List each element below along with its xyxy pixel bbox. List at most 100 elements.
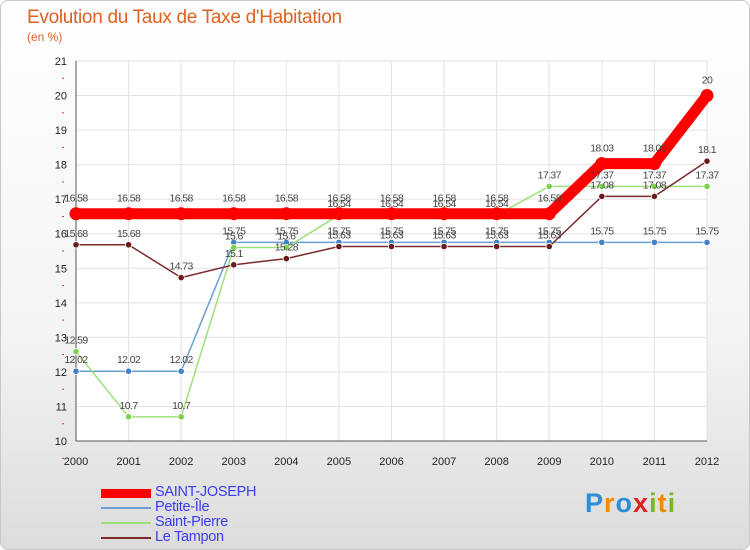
data-label-saint-pierre: 16.54: [380, 198, 404, 210]
data-label-saint-pierre: 15.6: [277, 231, 296, 243]
data-label-le-tampon: 15.63: [432, 230, 456, 242]
data-label-saint-pierre: 12.59: [64, 335, 88, 347]
logo-letter: i: [667, 488, 677, 518]
data-label-le-tampon: 17.08: [643, 179, 667, 191]
legend-swatch-le-tampon: [101, 537, 151, 539]
logo-letter: x: [633, 488, 650, 518]
data-point-le-tampon: [493, 242, 501, 251]
y-tick-label: 14: [55, 298, 67, 310]
y-tick-label: 15: [55, 263, 67, 275]
data-label-saint-joseph: 18.03: [643, 143, 667, 155]
legend-swatch-saint-pierre: [101, 522, 151, 524]
data-label-saint-joseph: 16.58: [327, 193, 351, 205]
data-point-petite-le: [124, 367, 133, 375]
data-label-saint-pierre: 10.7: [120, 400, 139, 412]
x-tick-label: 2003: [222, 456, 246, 468]
data-label-saint-pierre: 17.37: [590, 169, 614, 181]
data-point-le-tampon: [440, 242, 448, 251]
data-point-petite-le: [703, 238, 711, 246]
y-tick-label: 13: [55, 332, 67, 344]
data-point-saint-pierre: [650, 182, 659, 190]
x-tick-label: 2009: [537, 456, 561, 468]
data-point-saint-joseph: [122, 207, 136, 221]
data-point-saint-pierre: [72, 347, 80, 356]
data-label-petite-le: 15.75: [538, 225, 562, 237]
data-label-le-tampon: 15.63: [485, 230, 509, 242]
data-point-saint-joseph: [542, 207, 556, 221]
data-label-saint-joseph: 16.58: [380, 193, 404, 205]
data-point-saint-joseph: [595, 157, 609, 171]
data-label-petite-le: 15.75: [485, 225, 509, 237]
data-point-saint-pierre: [177, 413, 185, 421]
data-label-le-tampon: 15.63: [327, 230, 351, 242]
data-label-saint-pierre: 10.7: [172, 400, 191, 412]
data-label-saint-joseph: 16.58: [170, 193, 194, 205]
data-point-le-tampon: [545, 242, 553, 251]
data-point-saint-joseph: [490, 207, 504, 221]
y-tick-label: 20: [55, 91, 67, 103]
data-point-saint-pierre: [282, 243, 290, 252]
data-label-le-tampon: 18.1: [698, 144, 717, 156]
data-point-le-tampon: [124, 241, 133, 249]
y-tick-label: 19: [55, 125, 67, 137]
data-label-le-tampon: 15.63: [380, 230, 404, 242]
x-tick-label: 2012: [695, 456, 719, 468]
x-tick-label: 2001: [116, 456, 140, 468]
data-point-le-tampon: [230, 261, 238, 269]
data-label-le-tampon: 14.73: [170, 261, 194, 273]
proxiti-logo: Proxiti: [585, 488, 676, 519]
data-point-saint-pierre: [230, 243, 238, 252]
data-point-petite-le: [72, 367, 80, 375]
data-point-saint-joseph: [332, 207, 346, 221]
data-label-saint-joseph: 18.03: [590, 143, 614, 155]
data-label-petite-le: 12.02: [170, 354, 194, 366]
data-point-saint-joseph: [69, 207, 83, 221]
data-label-saint-joseph: 16.58: [432, 193, 456, 205]
logo-letter: r: [604, 488, 616, 518]
data-point-petite-le: [650, 238, 659, 246]
data-label-saint-joseph: 16.58: [275, 193, 299, 205]
data-label-petite-le: 15.75: [275, 225, 299, 237]
data-label-saint-joseph: 16.58: [117, 193, 141, 205]
data-label-le-tampon: 15.63: [538, 230, 562, 242]
legend-label-saint-joseph: SAINT-JOSEPH: [155, 484, 257, 500]
data-label-petite-le: 12.02: [64, 354, 88, 366]
logo-letter: o: [615, 488, 634, 518]
logo-letter: P: [585, 488, 605, 518]
data-point-le-tampon: [177, 273, 185, 282]
chart-subtitle: (en %): [27, 30, 63, 44]
data-point-le-tampon: [598, 192, 606, 201]
data-point-le-tampon: [650, 192, 659, 201]
y-tick-label: 11: [56, 401, 67, 413]
data-point-petite-le: [598, 238, 606, 246]
y-tick-label: 12: [55, 367, 67, 379]
data-label-saint-joseph: 20: [702, 75, 713, 87]
data-point-saint-joseph: [385, 207, 398, 221]
x-tick-label: 2005: [327, 456, 351, 468]
data-label-petite-le: 15.75: [380, 225, 404, 237]
y-tick-label: 21: [55, 56, 67, 68]
data-point-le-tampon: [335, 242, 343, 251]
y-tick-label: 18: [55, 160, 67, 172]
x-tick-label: 2011: [643, 456, 667, 468]
legend-label-saint-pierre: Saint-Pierre: [155, 514, 228, 530]
x-tick-label: 2000: [64, 456, 88, 468]
data-label-saint-pierre: 16.54: [432, 198, 456, 210]
data-point-le-tampon: [703, 157, 711, 165]
data-label-petite-le: 15.75: [327, 225, 351, 237]
x-tick-label: 2006: [379, 456, 403, 468]
data-label-saint-pierre: 17.37: [695, 169, 719, 181]
data-label-saint-pierre: 16.54: [485, 198, 509, 210]
legend-swatch-petite-ile: [101, 507, 151, 509]
data-label-petite-le: 15.75: [695, 225, 719, 237]
data-label-saint-pierre: 15.6: [225, 231, 244, 243]
data-point-saint-pierre: [124, 413, 133, 421]
x-tick-label: 2004: [274, 456, 298, 468]
data-label-petite-le: 15.75: [643, 225, 667, 237]
data-point-saint-joseph: [279, 207, 293, 221]
data-label-le-tampon: 15.68: [64, 228, 88, 240]
data-label-saint-pierre: 16.54: [327, 198, 351, 210]
legend-label-petite-ile: Petite-Île: [155, 499, 210, 515]
data-label-le-tampon: 17.08: [590, 179, 614, 191]
